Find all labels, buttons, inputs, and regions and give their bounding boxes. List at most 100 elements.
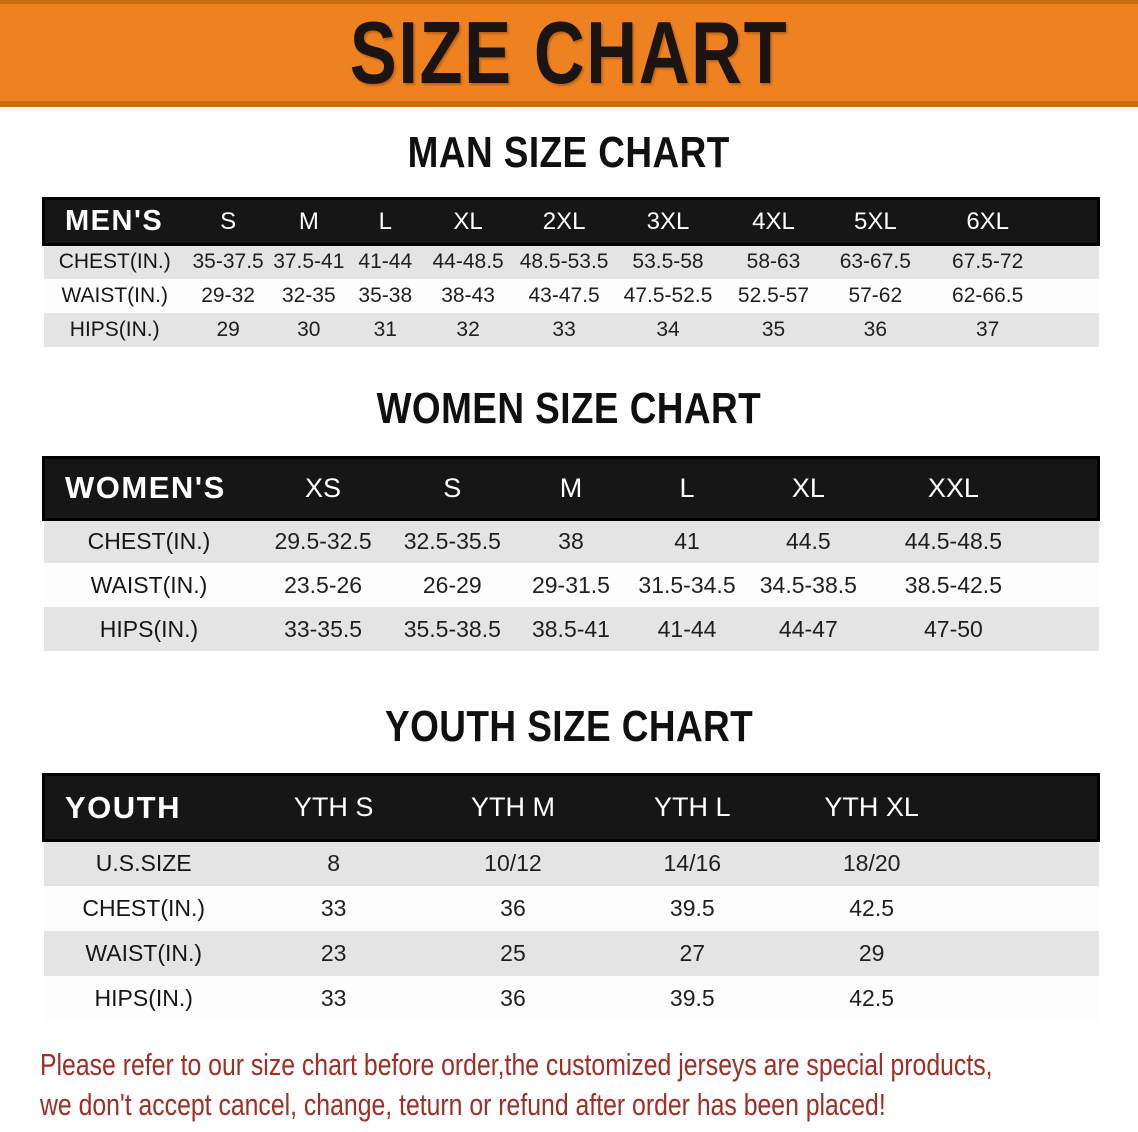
measurement-value: 38.5-41 (512, 607, 629, 651)
spacer-cell (961, 773, 1101, 842)
size-column-header: S (185, 197, 271, 246)
spacer-cell (961, 885, 1099, 931)
youth-size-table: YOUTH YTH S YTH M YTH L YTH XL U.S.SIZE 8 10/12… (41, 773, 1101, 1021)
spacer-cell (961, 975, 1099, 1021)
measurement-row: WAIST(IN.) 23.5-26 26-29 29-31.5 31.5-34.5 34… (43, 563, 1099, 607)
size-column-header: YTH XL (781, 773, 962, 842)
measurement-value: 34.5-38.5 (745, 563, 872, 607)
measurement-value: 62-66.5 (924, 278, 1051, 313)
table-group-label: MEN'S (41, 197, 186, 246)
measurement-value: 31.5-34.5 (629, 563, 746, 607)
size-header-row: YOUTH YTH S YTH M YTH L YTH XL (41, 773, 1101, 842)
measurement-value: 31 (347, 312, 424, 347)
disclaimer-line-2: we don't accept cancel, change, teturn o… (40, 1086, 886, 1122)
page-title: SIZE CHART (349, 2, 789, 102)
measurement-value: 33 (243, 975, 424, 1021)
banner: SIZE CHART (0, 0, 1138, 107)
size-column-header: 3XL (615, 197, 721, 246)
measurement-row: CHEST(IN.) 33 36 39.5 42.5 (43, 885, 1099, 931)
measurement-row: CHEST(IN.) 29.5-32.5 32.5-35.5 38 41 44.5 44.5… (43, 519, 1099, 563)
measurement-value: 18/20 (781, 840, 962, 886)
size-column-header: YTH S (243, 773, 424, 842)
measurement-value: 44.5 (745, 519, 872, 563)
measurement-value: 10/12 (423, 840, 603, 886)
measurement-value: 41-44 (347, 244, 424, 279)
measurement-value: 35 (720, 312, 827, 347)
size-header-row: WOMEN'S XS S M L XL XXL (42, 455, 1101, 521)
measurement-value: 35.5-38.5 (391, 607, 513, 651)
size-column-header: M (270, 197, 348, 246)
measurement-value: 48.5-53.5 (512, 244, 616, 279)
spacer-cell (1050, 312, 1099, 347)
section-title-women: WOMEN SIZE CHART (376, 383, 762, 433)
measurement-value: 23.5-26 (254, 563, 392, 607)
size-column-header: M (512, 455, 629, 521)
women-size-chart-section: WOMEN SIZE CHART WOMEN'S XS S M L XL XXL CHEST(… (0, 383, 1138, 651)
spacer-cell (1050, 197, 1100, 246)
measurement-value: 29.5-32.5 (254, 519, 392, 563)
measurement-value: 29-31.5 (512, 563, 629, 607)
size-column-header: 4XL (720, 197, 827, 246)
measurement-value: 41-44 (629, 607, 746, 651)
table-group-label: WOMEN'S (42, 455, 255, 521)
size-header-row: MEN'S S M L XL 2XL 3XL 4XL 5XL 6XL (41, 197, 1100, 246)
measurement-value: 44-48.5 (423, 244, 513, 279)
measurement-value: 38.5-42.5 (871, 563, 1036, 607)
measurement-row: U.S.SIZE 8 10/12 14/16 18/20 (43, 840, 1099, 886)
size-column-header: XL (745, 455, 872, 521)
measurement-value: 32.5-35.5 (391, 519, 513, 563)
spacer-cell (961, 840, 1099, 886)
measurement-value: 33-35.5 (254, 607, 392, 651)
measurement-value: 37 (924, 312, 1051, 347)
measurement-value: 29-32 (185, 278, 271, 313)
disclaimer-line-1: Please refer to our size chart before or… (40, 1046, 993, 1082)
measurement-label: WAIST(IN.) (43, 278, 186, 313)
spacer-cell (1035, 455, 1101, 521)
measurement-label: CHEST(IN.) (43, 244, 186, 279)
measurement-label: HIPS(IN.) (43, 975, 244, 1021)
measurement-value: 29 (781, 930, 962, 976)
measurement-value: 41 (629, 519, 746, 563)
measurement-row: HIPS(IN.) 29 30 31 32 33 34 35 36 37 (43, 312, 1099, 347)
measurement-value: 52.5-57 (720, 278, 827, 313)
measurement-label: WAIST(IN.) (43, 563, 255, 607)
measurement-value: 44-47 (745, 607, 872, 651)
measurement-value: 14/16 (602, 840, 782, 886)
section-title-youth: YOUTH SIZE CHART (384, 702, 754, 751)
size-column-header: L (629, 455, 746, 521)
measurement-value: 33 (512, 312, 616, 347)
measurement-value: 43-47.5 (512, 278, 616, 313)
size-column-header: XL (423, 197, 513, 246)
measurement-value: 58-63 (720, 244, 827, 279)
disclaimer: Please refer to our size chart before or… (40, 1045, 1100, 1125)
measurement-value: 47-50 (871, 607, 1036, 651)
measurement-value: 32-35 (270, 278, 348, 313)
measurement-value: 57-62 (826, 278, 925, 313)
measurement-value: 36 (826, 312, 925, 347)
measurement-value: 36 (423, 885, 603, 931)
table-group-label: YOUTH (41, 773, 244, 842)
size-column-header: XS (254, 455, 392, 521)
measurement-value: 29 (185, 312, 271, 347)
spacer-cell (1035, 607, 1099, 651)
measurement-value: 23 (243, 930, 424, 976)
measurement-value: 44.5-48.5 (871, 519, 1036, 563)
section-title-men: MAN SIZE CHART (407, 128, 731, 177)
measurement-row: CHEST(IN.) 35-37.5 37.5-41 41-44 44-48.5 48.5… (43, 244, 1099, 279)
youth-size-chart-section: YOUTH SIZE CHART YOUTH YTH S YTH M YTH L YTH… (0, 703, 1138, 1021)
spacer-cell (1050, 244, 1099, 279)
measurement-value: 38 (512, 519, 629, 563)
measurement-value: 32 (423, 312, 513, 347)
women-size-table: WOMEN'S XS S M L XL XXL CHEST(IN.) 29.5-32.5 32.5… (42, 455, 1101, 651)
measurement-value: 42.5 (781, 975, 962, 1021)
measurement-row: HIPS(IN.) 33-35.5 35.5-38.5 38.5-41 41-44 44-… (43, 607, 1099, 651)
measurement-value: 35-38 (347, 278, 424, 313)
measurement-value: 53.5-58 (615, 244, 721, 279)
measurement-row: WAIST(IN.) 29-32 32-35 35-38 38-43 43-47.5 47.… (43, 278, 1099, 313)
measurement-label: HIPS(IN.) (43, 312, 186, 347)
measurement-row: WAIST(IN.) 23 25 27 29 (43, 930, 1099, 976)
measurement-value: 67.5-72 (924, 244, 1051, 279)
measurement-value: 39.5 (602, 885, 782, 931)
measurement-value: 25 (423, 930, 603, 976)
spacer-cell (961, 930, 1099, 976)
